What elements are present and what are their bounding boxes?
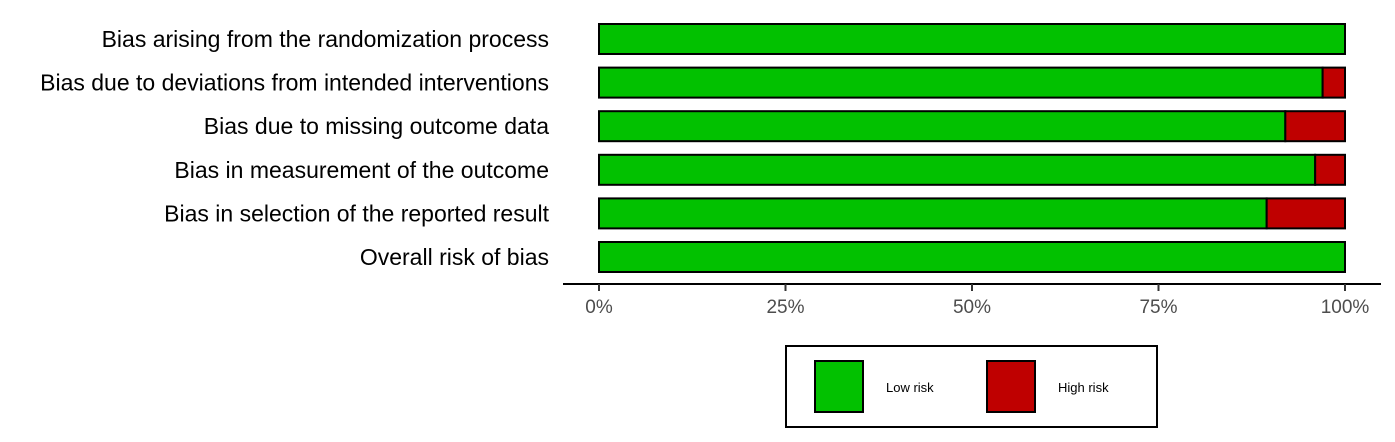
bar-segment-high-risk-4	[1265, 197, 1347, 230]
x-tick-label-4: 100%	[1321, 297, 1370, 318]
bar-segment-high-risk-3	[1314, 153, 1347, 186]
bars-group	[598, 23, 1347, 273]
bar-segment-low-risk-5	[598, 241, 1346, 273]
legend-label-low-risk: Low risk	[886, 380, 934, 395]
domain-label-1: Bias due to deviations from intended int…	[40, 70, 549, 96]
legend-key-low-risk	[814, 360, 864, 413]
legend-label-high-risk: High risk	[1058, 380, 1109, 395]
legend: Low risk High risk	[785, 345, 1158, 428]
domain-label-4: Bias in selection of the reported result	[164, 200, 549, 226]
x-axis-ticks: 0% 25% 50% 75% 100%	[585, 284, 1369, 318]
bar-segment-low-risk-3	[598, 153, 1317, 186]
bar-segment-high-risk-1	[1321, 66, 1346, 99]
bar-segment-low-risk-0	[598, 23, 1346, 55]
bar-segment-low-risk-2	[598, 110, 1287, 143]
x-tick-label-0: 0%	[585, 297, 613, 318]
domain-label-3: Bias in measurement of the outcome	[174, 157, 549, 183]
domain-label-2: Bias due to missing outcome data	[204, 113, 549, 139]
x-tick-label-1: 25%	[766, 297, 804, 318]
bar-segment-high-risk-2	[1284, 110, 1346, 143]
x-tick-label-2: 50%	[953, 297, 991, 318]
domain-labels: Bias arising from the randomization proc…	[40, 26, 549, 270]
bar-segment-low-risk-4	[598, 197, 1268, 230]
domain-label-0: Bias arising from the randomization proc…	[102, 26, 549, 52]
x-tick-label-3: 75%	[1139, 297, 1177, 318]
bar-segment-low-risk-1	[598, 66, 1324, 99]
domain-label-5: Overall risk of bias	[360, 244, 549, 270]
legend-key-high-risk	[986, 360, 1036, 413]
